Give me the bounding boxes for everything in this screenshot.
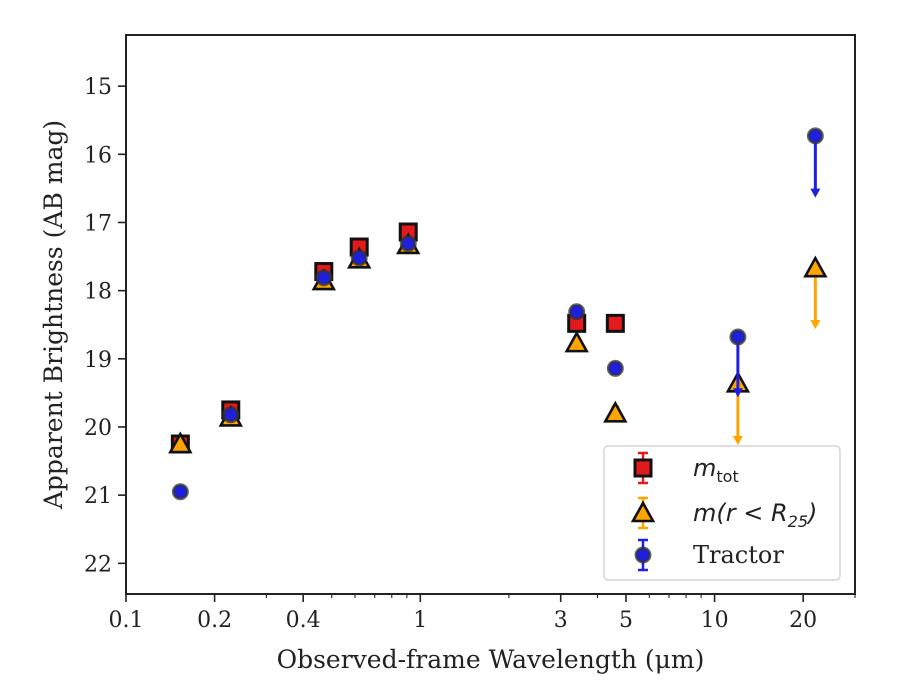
upper-limit-arrow-head bbox=[810, 188, 821, 198]
legend-label: m(r < R25) bbox=[693, 499, 817, 531]
circle-point bbox=[729, 328, 747, 346]
x-tick-label: 0.4 bbox=[286, 608, 321, 633]
legend-circle-marker bbox=[634, 546, 652, 564]
upper-limit-arrow-head bbox=[732, 436, 743, 446]
x-axis-ticks: 0.1 0.2 0.4 1 3 5 10 20 bbox=[109, 594, 856, 633]
x-tick-label: 5 bbox=[619, 608, 633, 633]
x-tick-label: 0.2 bbox=[197, 608, 232, 633]
y-tick-label: 20 bbox=[84, 416, 112, 441]
y-tick-label: 21 bbox=[84, 484, 112, 509]
legend-label: mtot bbox=[693, 454, 739, 486]
y-tick-label: 22 bbox=[84, 552, 112, 577]
upper-limit-arrow-head bbox=[810, 320, 821, 330]
y-tick-label: 17 bbox=[84, 211, 112, 236]
circle-point bbox=[568, 303, 586, 321]
y-axis-ticks: 15 16 17 18 19 20 21 22 bbox=[84, 75, 126, 577]
x-tick-label: 1 bbox=[413, 608, 427, 633]
circle-point bbox=[350, 249, 368, 267]
y-tick-label: 16 bbox=[84, 143, 112, 168]
legend-box bbox=[603, 445, 841, 581]
legend-square-marker bbox=[633, 458, 653, 478]
square-point bbox=[605, 313, 625, 333]
x-tick-label: 3 bbox=[554, 608, 568, 633]
legend: mtot m(r < R25) Tractor bbox=[603, 445, 841, 581]
x-axis-label: Observed-frame Wavelength (μm) bbox=[277, 645, 705, 674]
triangle-point bbox=[803, 255, 828, 278]
circle-point bbox=[315, 269, 333, 287]
triangle-point bbox=[564, 330, 589, 353]
circle-point bbox=[399, 235, 417, 253]
circle-point bbox=[222, 406, 240, 424]
circle-point bbox=[606, 359, 624, 377]
circle-point bbox=[806, 127, 824, 145]
triangle-point bbox=[168, 431, 193, 454]
y-tick-label: 19 bbox=[84, 348, 112, 373]
chart-marks bbox=[168, 127, 828, 501]
x-tick-label: 0.1 bbox=[109, 608, 144, 633]
legend-label: Tractor bbox=[693, 541, 784, 569]
circle-point bbox=[171, 483, 189, 501]
y-axis-label: Apparent Brightness (AB mag) bbox=[39, 120, 68, 510]
y-tick-label: 18 bbox=[84, 280, 112, 305]
triangle-point bbox=[603, 400, 628, 423]
series-2 bbox=[171, 127, 824, 501]
upper-limit-arrow-head bbox=[732, 388, 743, 398]
x-tick-label: 20 bbox=[789, 608, 817, 633]
y-tick-label: 15 bbox=[84, 75, 112, 100]
legend-triangle-marker bbox=[630, 500, 656, 523]
plot-frame bbox=[125, 34, 856, 595]
x-tick-label: 10 bbox=[701, 608, 729, 633]
